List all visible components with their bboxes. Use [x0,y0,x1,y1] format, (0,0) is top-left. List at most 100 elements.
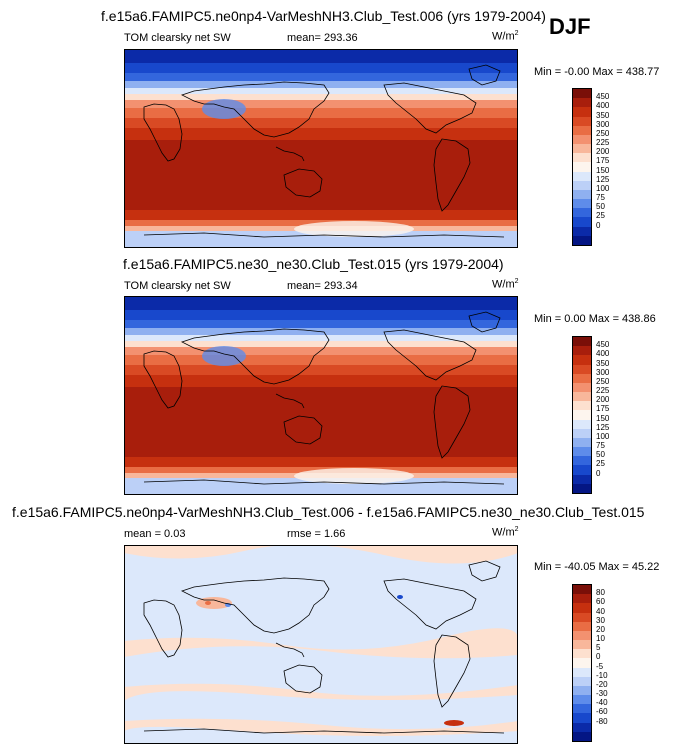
colorbar-tick-label: 80 [596,588,605,598]
colorbar-tick-label: 350 [596,358,610,368]
colorbar-tick-label: 250 [596,376,610,386]
panel1-map [124,49,518,248]
colorbar-swatch [573,153,591,163]
panel3-mean-label: mean = 0.03 [124,528,186,540]
colorbar-tick-label: 175 [596,404,610,414]
colorbar-swatch [573,107,591,118]
colorbar-swatch [573,171,591,182]
colorbar-swatch [573,676,591,687]
colorbar-tick-label: 25 [596,459,605,469]
colorbar-swatch [573,373,591,384]
colorbar-tick-label: 300 [596,119,610,129]
colorbar-swatch [573,585,591,595]
panel2-mean-label: mean= 293.34 [287,280,358,292]
colorbar-tick-label: 40 [596,606,605,616]
colorbar-tick-label: 200 [596,147,610,157]
colorbar-tick-label: 300 [596,367,610,377]
colorbar-tick-label: 225 [596,386,610,396]
colorbar-tick-label: 0 [596,220,601,230]
colorbar-swatch [573,456,591,466]
colorbar-swatch [573,704,591,714]
colorbar-tick-label: 50 [596,450,605,460]
colorbar-swatch [573,162,591,173]
colorbar-swatch [573,235,591,246]
panel2-map [124,296,518,495]
colorbar-swatch [573,346,591,356]
colorbar-swatch [573,337,591,347]
colorbar-tick-label: 400 [596,101,610,111]
colorbar-tick-label: 25 [596,211,605,221]
panel2-title: f.e15a6.FAMIPC5.ne30_ne30.Club_Test.015 … [123,256,504,272]
colorbar-swatch [573,208,591,218]
colorbar-tick-label: -40 [596,698,608,708]
colorbar-swatch [573,180,591,191]
colorbar-swatch [573,144,591,154]
colorbar-swatch [573,116,591,127]
colorbar-swatch [573,474,591,485]
colorbar-swatch [573,199,591,209]
colorbar-tick-label: 50 [596,202,605,212]
colorbar-tick-label: 175 [596,156,610,166]
panel3-units: W/m2 [492,526,519,539]
panel1-title: f.e15a6.FAMIPC5.ne0np4-VarMeshNH3.Club_T… [101,8,546,24]
colorbar-tick-label: 225 [596,138,610,148]
colorbar-tick-label: 200 [596,395,610,405]
colorbar-tick-label: -60 [596,707,608,717]
colorbar-swatch [573,392,591,402]
colorbar-swatch [573,401,591,411]
colorbar-tick-label: 450 [596,340,610,350]
colorbar-swatch [573,98,591,108]
colorbar-swatch [573,134,591,145]
colorbar-swatch [573,640,591,650]
colorbar-swatch [573,713,591,724]
colorbar-tick-label: 125 [596,422,610,432]
colorbar-swatch [573,630,591,641]
colorbar-swatch [573,667,591,678]
colorbar-tick-label: 60 [596,597,605,607]
colorbar-tick-label: -20 [596,679,608,689]
panel2-minmax: Min = 0.00 Max = 438.86 [534,313,656,325]
colorbar-swatch [573,594,591,604]
colorbar-tick-label: -80 [596,716,608,726]
panel3-minmax: Min = -40.05 Max = 45.22 [534,561,660,573]
colorbar-tick-label: 100 [596,183,610,193]
colorbar-tick-label: 450 [596,92,610,102]
colorbar-swatch [573,437,591,448]
colorbar-tick-label: 75 [596,193,605,203]
colorbar-tick-label: 75 [596,441,605,451]
colorbar-swatch [573,731,591,742]
colorbar-swatch [573,355,591,366]
colorbar-swatch [573,364,591,375]
colorbar-tick-label: 150 [596,413,610,423]
season-label: DJF [549,14,591,39]
colorbar-swatch [573,428,591,439]
colorbar-tick-label: 30 [596,615,605,625]
colorbar-tick-label: 5 [596,643,601,653]
colorbar-swatch [573,649,591,659]
colorbar-swatch [573,722,591,733]
colorbar-swatch [573,695,591,705]
colorbar-tick-label: 0 [596,652,601,662]
panel1-units: W/m2 [492,30,519,43]
colorbar-tick-label: -5 [596,661,604,671]
colorbar-swatch [573,226,591,237]
panel1-minmax: Min = -0.00 Max = 438.77 [534,66,660,78]
colorbar-swatch [573,89,591,99]
colorbar-swatch [573,612,591,623]
colorbar-tick-label: 400 [596,349,610,359]
colorbar-swatch [573,382,591,393]
panel2-variable-label: TOM clearsky net SW [124,280,231,292]
colorbar-tick-label: 10 [596,634,605,644]
colorbar-tick-label: 20 [596,624,605,634]
colorbar-tick-label: -10 [596,670,608,680]
colorbar-tick-label: 100 [596,431,610,441]
colorbar-swatch [573,419,591,430]
colorbar-tick-label: 250 [596,128,610,138]
panel3-title: f.e15a6.FAMIPC5.ne0np4-VarMeshNH3.Club_T… [12,504,645,520]
colorbar-tick-label: 150 [596,165,610,175]
colorbar-swatch [573,217,591,228]
colorbar-swatch [573,621,591,632]
colorbar-tick-label: 125 [596,174,610,184]
colorbar-swatch [573,447,591,457]
colorbar-tick-label: 0 [596,468,601,478]
